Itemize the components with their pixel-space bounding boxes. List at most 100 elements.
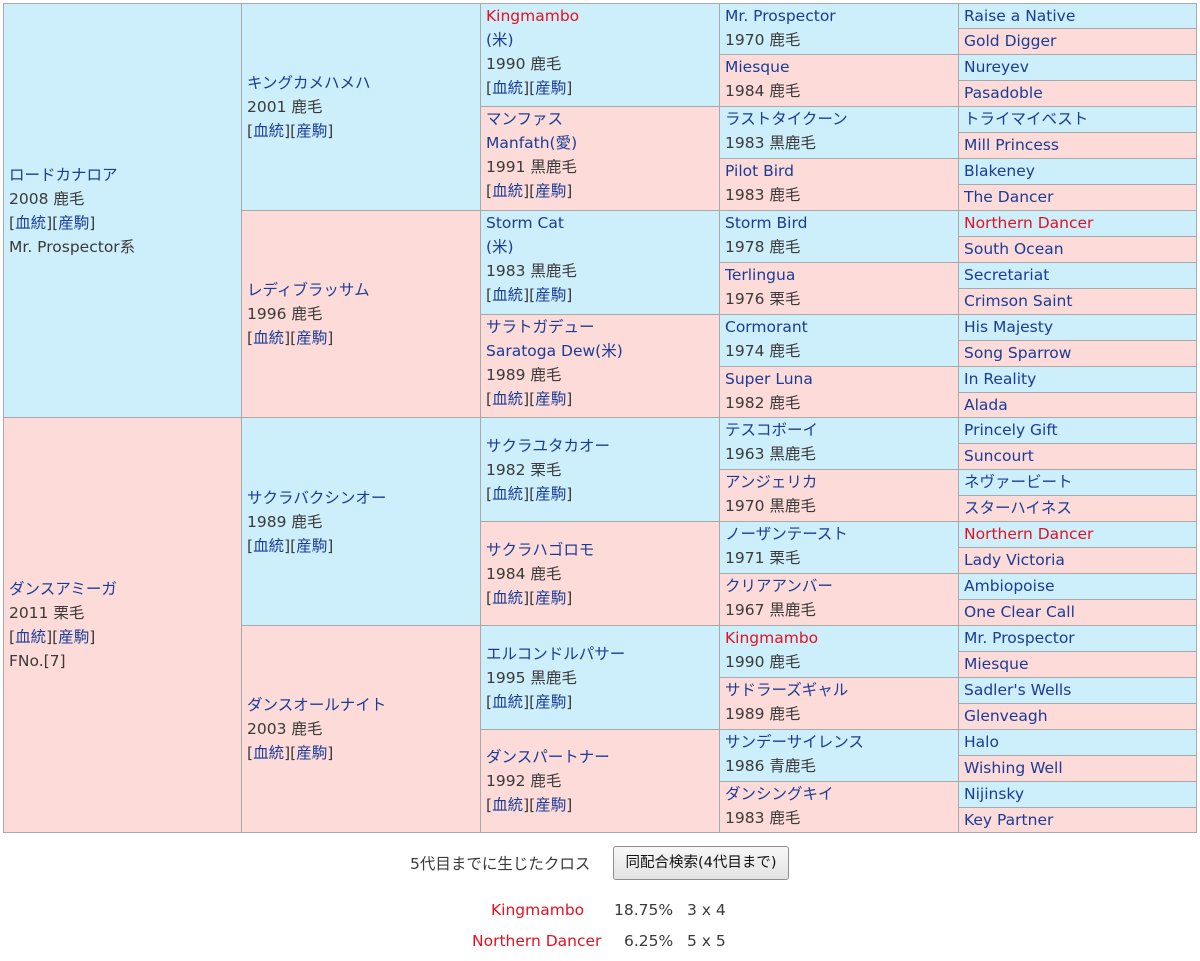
- horse-name-link[interactable]: Terlingua: [725, 266, 796, 284]
- horse-name-link[interactable]: Blakeney: [964, 162, 1035, 180]
- horse-name-link[interactable]: Crimson Saint: [964, 292, 1073, 310]
- horse-name-link[interactable]: Raise a Native: [964, 7, 1076, 25]
- cross-horse-link[interactable]: Kingmambo: [491, 901, 585, 919]
- progeny-link[interactable]: 産駒: [58, 628, 90, 646]
- horse-name-link[interactable]: ネヴァービート: [964, 473, 1073, 491]
- horse-name-link[interactable]: キングカメハメハ: [247, 74, 371, 92]
- progeny-link[interactable]: 産駒: [535, 286, 567, 304]
- horse-name-link[interactable]: Mr. Prospector: [964, 629, 1075, 647]
- pedigree-link[interactable]: 血統: [253, 744, 285, 762]
- horse-name-link[interactable]: Super Luna: [725, 370, 813, 388]
- horse-name-link[interactable]: Pilot Bird: [725, 162, 794, 180]
- horse-name-link[interactable]: Mr. Prospector: [725, 7, 836, 25]
- horse-name-link[interactable]: Alada: [964, 396, 1008, 414]
- progeny-link[interactable]: 産駒: [58, 213, 90, 232]
- horse-name-link[interactable]: His Majesty: [964, 318, 1054, 336]
- horse-name-link[interactable]: Song Sparrow: [964, 344, 1072, 362]
- horse-origin[interactable]: (米): [486, 238, 514, 256]
- horse-name-link[interactable]: サクラユタカオー: [486, 436, 611, 455]
- horse-name-link[interactable]: Miesque: [964, 655, 1029, 673]
- horse-name-link[interactable]: ノーザンテースト: [725, 525, 848, 543]
- pedigree-link[interactable]: 血統: [492, 79, 524, 97]
- horse-name-link[interactable]: Nureyev: [964, 58, 1029, 76]
- progeny-link[interactable]: 産駒: [296, 744, 328, 762]
- horse-name-link[interactable]: Lady Victoria: [964, 551, 1065, 569]
- horse-name-link[interactable]: ダンスパートナー: [486, 748, 610, 766]
- horse-name-link[interactable]: Nijinsky: [964, 785, 1025, 803]
- same-mating-search-button[interactable]: 同配合検索(4代目まで): [613, 846, 789, 880]
- progeny-link[interactable]: 産駒: [296, 329, 328, 347]
- horse-name-link[interactable]: ラストタイクーン: [725, 110, 848, 128]
- horse-name-link[interactable]: Northern Dancer: [964, 214, 1094, 232]
- horse-name-link[interactable]: アンジェリカ: [725, 473, 818, 491]
- horse-name-link[interactable]: Cormorant: [725, 318, 808, 336]
- horse-name-link[interactable]: Kingmambo: [486, 7, 580, 25]
- pedigree-link[interactable]: 血統: [492, 484, 524, 503]
- horse-name-link[interactable]: Glenveagh: [964, 707, 1048, 725]
- progeny-link[interactable]: 産駒: [535, 796, 567, 814]
- horse-year: 1963 黒鹿毛: [725, 445, 816, 463]
- pedigree-link[interactable]: 血統: [253, 536, 285, 555]
- horse-name-link[interactable]: Ambiopoise: [964, 577, 1055, 595]
- horse-name-link[interactable]: トライマイベスト: [964, 110, 1089, 128]
- horse-name-link[interactable]: Pasadoble: [964, 84, 1043, 102]
- horse-name-link[interactable]: Mill Princess: [964, 136, 1060, 154]
- horse-name-link[interactable]: サクラハゴロモ: [486, 540, 595, 559]
- horse-year: 1974 鹿毛: [725, 342, 801, 360]
- gen5-cell: Gold Digger: [959, 29, 1197, 55]
- pedigree-link[interactable]: 血統: [492, 588, 524, 607]
- progeny-link[interactable]: 産駒: [535, 484, 567, 503]
- horse-name-link[interactable]: テスコボーイ: [725, 421, 819, 439]
- pedigree-link[interactable]: 血統: [492, 692, 524, 711]
- pedigree-link[interactable]: 血統: [492, 182, 524, 200]
- horse-name-link[interactable]: In Reality: [964, 370, 1037, 388]
- dam-name-link[interactable]: ダンスアミーガ: [9, 580, 117, 598]
- cross-horse-link[interactable]: Northern Dancer: [472, 932, 602, 950]
- pedigree-link[interactable]: 血統: [253, 122, 285, 140]
- pedigree-link[interactable]: 血統: [15, 213, 47, 232]
- horse-name-link[interactable]: The Dancer: [964, 188, 1054, 206]
- horse-name-link[interactable]: Key Partner: [964, 811, 1054, 829]
- horse-origin[interactable]: Saratoga Dew(米): [486, 342, 623, 360]
- progeny-link[interactable]: 産駒: [535, 79, 567, 97]
- horse-name-link[interactable]: South Ocean: [964, 240, 1064, 258]
- horse-name-link[interactable]: Secretariat: [964, 266, 1050, 284]
- progeny-link[interactable]: 産駒: [535, 182, 567, 200]
- horse-name-link[interactable]: Halo: [964, 733, 999, 751]
- pedigree-link[interactable]: 血統: [492, 286, 524, 304]
- horse-name-link[interactable]: Sadler's Wells: [964, 681, 1072, 699]
- horse-name-link[interactable]: レディブラッサム: [247, 281, 370, 299]
- pedigree-link[interactable]: 血統: [253, 329, 285, 347]
- horse-name-link[interactable]: Storm Bird: [725, 214, 808, 232]
- horse-name-link[interactable]: ダンシングキイ: [725, 785, 834, 803]
- horse-name-link[interactable]: Kingmambo: [725, 629, 819, 647]
- horse-name-link[interactable]: Northern Dancer: [964, 525, 1094, 543]
- horse-origin[interactable]: Manfath(愛): [486, 134, 578, 152]
- pedigree-link[interactable]: 血統: [492, 390, 524, 408]
- horse-name-link[interactable]: サドラーズギャル: [725, 681, 849, 699]
- pedigree-link[interactable]: 血統: [15, 628, 47, 646]
- progeny-link[interactable]: 産駒: [535, 390, 567, 408]
- horse-name-link[interactable]: Miesque: [725, 58, 790, 76]
- horse-name-link[interactable]: Wishing Well: [964, 759, 1063, 777]
- horse-origin[interactable]: (米): [486, 31, 514, 49]
- progeny-link[interactable]: 産駒: [535, 588, 567, 607]
- pedigree-link[interactable]: 血統: [492, 796, 524, 814]
- horse-name-link[interactable]: サクラバクシンオー: [247, 488, 387, 507]
- horse-name-link[interactable]: Gold Digger: [964, 32, 1057, 50]
- horse-name-link[interactable]: Suncourt: [964, 447, 1034, 465]
- horse-name-link[interactable]: One Clear Call: [964, 603, 1075, 621]
- horse-name-link[interactable]: エルコンドルパサー: [486, 644, 626, 663]
- progeny-link[interactable]: 産駒: [535, 692, 567, 711]
- horse-name-link[interactable]: サラトガデュー: [486, 318, 595, 336]
- progeny-link[interactable]: 産駒: [296, 536, 328, 555]
- horse-name-link[interactable]: マンファス: [486, 110, 564, 128]
- horse-name-link[interactable]: Storm Cat: [486, 214, 564, 232]
- horse-name-link[interactable]: スターハイネス: [964, 499, 1072, 517]
- horse-name-link[interactable]: サンデーサイレンス: [725, 733, 864, 751]
- sire-name-link[interactable]: ロードカナロア: [9, 165, 118, 184]
- horse-name-link[interactable]: クリアアンバー: [725, 577, 833, 595]
- horse-name-link[interactable]: ダンスオールナイト: [247, 696, 387, 714]
- progeny-link[interactable]: 産駒: [296, 122, 328, 140]
- horse-name-link[interactable]: Princely Gift: [964, 421, 1058, 439]
